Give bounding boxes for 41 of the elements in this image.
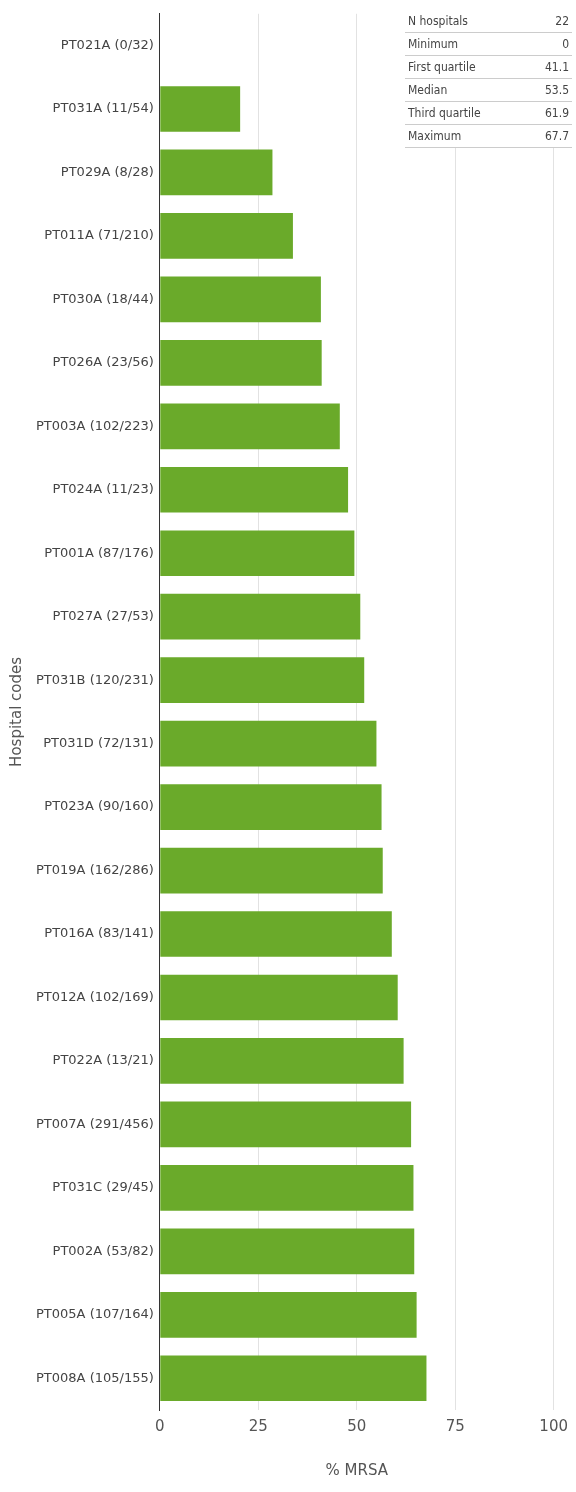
annotation: 61.9 bbox=[525, 101, 572, 125]
x-tick-label: 75 bbox=[445, 1416, 465, 1435]
y-tick-label: PT026A (23/56) bbox=[52, 354, 154, 370]
annotation: 53.5 bbox=[525, 78, 572, 102]
y-tick-label: PT029A (8/28) bbox=[60, 163, 154, 179]
y-tick-label: PT022A (13/21) bbox=[52, 1052, 154, 1068]
annotation: First quartile bbox=[405, 55, 526, 79]
x-tick-label: 100 bbox=[539, 1416, 569, 1435]
annotation: 67.7 bbox=[525, 124, 572, 148]
x-tick-label: 0 bbox=[155, 1416, 165, 1435]
y-tick-label: PT031B (120/231) bbox=[36, 671, 154, 687]
annotation: Third quartile bbox=[405, 101, 526, 125]
annotation: Maximum bbox=[405, 124, 526, 148]
y-tick-label: PT030A (18/44) bbox=[52, 290, 154, 306]
y-tick-label: PT012A (102/169) bbox=[36, 988, 154, 1004]
y-tick-label: PT023A (90/160) bbox=[44, 798, 154, 814]
y-tick-label: PT005A (107/164) bbox=[36, 1306, 154, 1322]
y-tick-label: PT011A (71/210) bbox=[44, 227, 154, 243]
y-tick-label: PT002A (53/82) bbox=[52, 1242, 154, 1258]
y-tick-label: PT027A (27/53) bbox=[52, 608, 154, 624]
text: 22 bbox=[525, 10, 572, 33]
y-tick-label: PT008A (105/155) bbox=[36, 1369, 154, 1385]
y-axis-title: Hospital codes bbox=[6, 656, 25, 767]
y-tick-label: PT021A (0/32) bbox=[60, 36, 154, 52]
text: 0 bbox=[525, 32, 572, 56]
annotation: N hospitals bbox=[405, 10, 526, 33]
y-tick-label: PT003A (102/223) bbox=[36, 417, 154, 433]
y-tick-label: PT007A (291/456) bbox=[36, 1115, 154, 1131]
y-tick-label: PT019A (162/286) bbox=[36, 861, 154, 877]
y-tick-label: PT024A (11/23) bbox=[52, 481, 154, 497]
x-tick-label: 25 bbox=[248, 1416, 268, 1435]
x-axis-title: % MRSA bbox=[325, 1460, 389, 1479]
y-tick-label: PT031D (72/131) bbox=[43, 735, 154, 751]
x-tick-label: 50 bbox=[347, 1416, 367, 1435]
y-tick-label: PT031C (29/45) bbox=[52, 1179, 154, 1195]
y-tick-label: PT016A (83/141) bbox=[44, 925, 154, 941]
annotation: Minimum bbox=[405, 32, 526, 56]
annotation: 41.1 bbox=[525, 55, 572, 79]
y-tick-label: PT001A (87/176) bbox=[44, 544, 154, 560]
y-tick-label: PT031A (11/54) bbox=[52, 100, 154, 116]
annotation: Median bbox=[405, 78, 526, 102]
